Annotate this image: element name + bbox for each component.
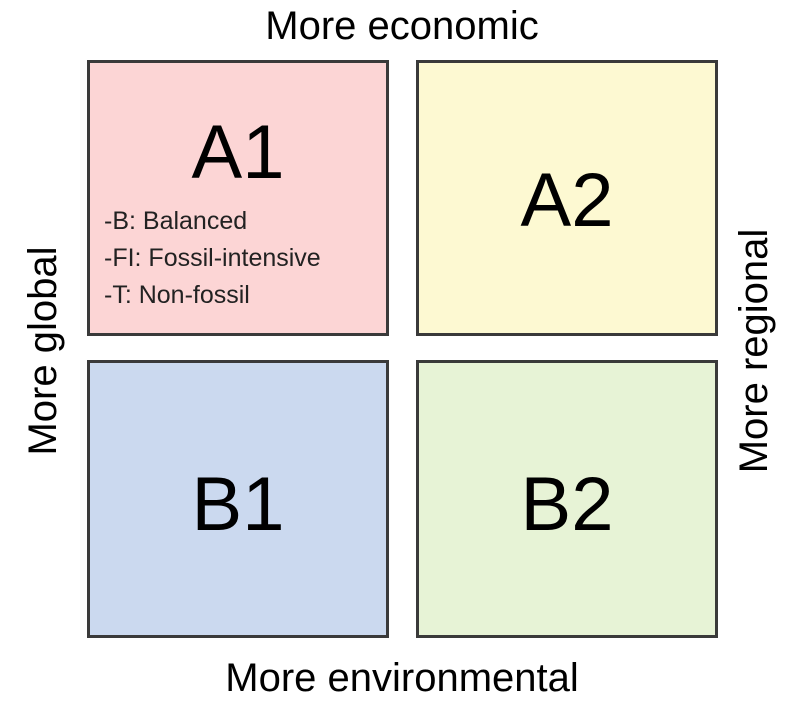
axis-label-left: More global bbox=[21, 246, 65, 456]
axis-label-bottom: More environmental bbox=[225, 656, 579, 700]
quadrant-a2: A2 bbox=[416, 60, 718, 336]
quadrant-b1: B1 bbox=[87, 360, 389, 638]
quadrant-b1-label: B1 bbox=[191, 462, 285, 547]
a1-variant-list: -B: Balanced -FI: Fossil-intensive -T: N… bbox=[104, 203, 321, 314]
axis-label-right: More regional bbox=[732, 228, 776, 474]
a1-variant-fossil-intensive: -FI: Fossil-intensive bbox=[104, 244, 321, 272]
quadrant-a2-label: A2 bbox=[520, 158, 614, 243]
a1-variant-balanced: -B: Balanced bbox=[104, 207, 248, 235]
a1-variant-non-fossil: -T: Non-fossil bbox=[104, 281, 250, 309]
axis-label-top: More economic bbox=[265, 4, 539, 48]
quadrant-b2-label: B2 bbox=[520, 462, 614, 547]
quadrant-a1: A1 -B: Balanced -FI: Fossil-intensive -T… bbox=[87, 60, 389, 336]
quadrant-b2: B2 bbox=[416, 360, 718, 638]
quadrant-a1-label: A1 bbox=[191, 110, 285, 195]
